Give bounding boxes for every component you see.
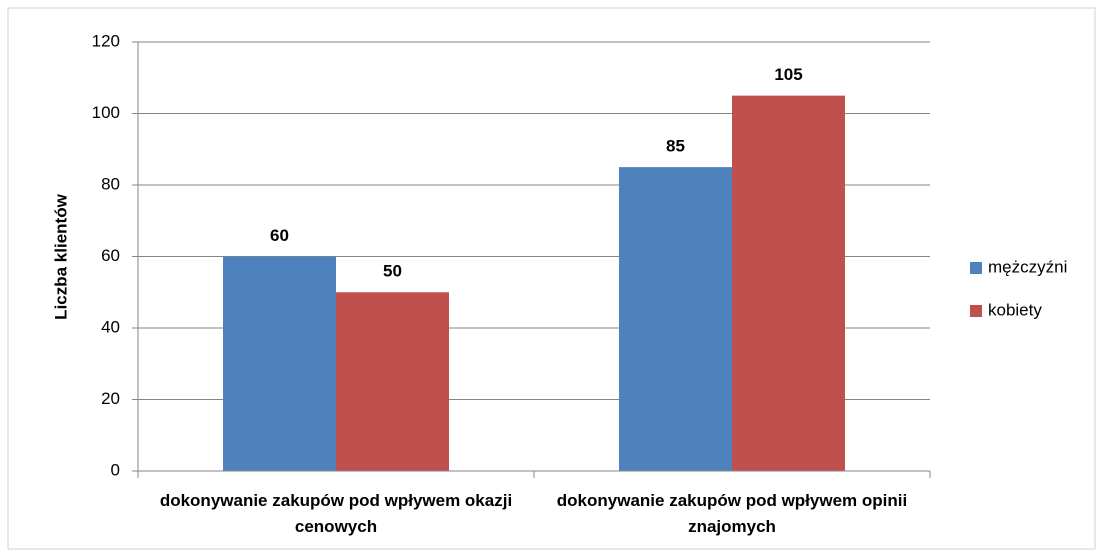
data-label: 105 [774,65,802,84]
y-tick-label: 40 [101,317,120,336]
bar [619,167,732,471]
y-tick-label: 60 [101,246,120,265]
bar [732,95,845,471]
bar [336,292,449,471]
x-tick-label: dokonywanie zakupów pod wpływem opinii z… [556,491,908,536]
y-axis-label: Liczba klientów [51,193,70,319]
bar [223,256,336,471]
x-tick-label: dokonywanie zakupów pod wpływem okazji c… [159,491,513,536]
legend-label: mężczyźni [988,257,1067,276]
data-label: 60 [270,226,289,245]
y-tick-label: 0 [111,460,120,479]
data-label: 50 [383,262,402,281]
y-tick-label: 80 [101,174,120,193]
legend-swatch [970,262,982,274]
chart-frame [7,7,1096,550]
y-tick-label: 100 [92,103,120,122]
legend-swatch [970,305,982,317]
legend-label: kobiety [988,300,1042,319]
data-label: 85 [666,137,685,156]
y-tick-label: 20 [101,389,120,408]
y-tick-label: 120 [92,31,120,50]
